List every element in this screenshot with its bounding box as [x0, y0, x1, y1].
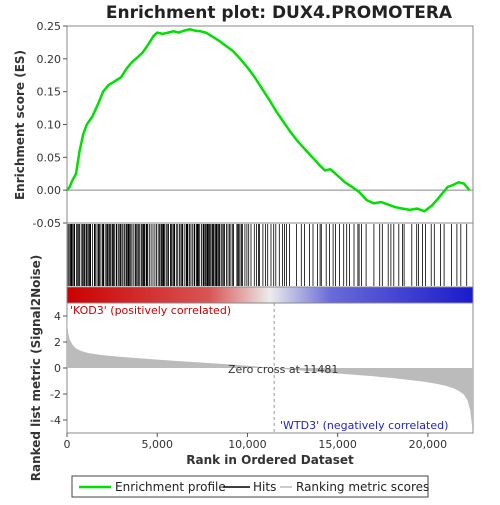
es-line	[66, 28, 471, 213]
negative-annotation: 'WTD3' (negatively correlated)	[280, 419, 448, 432]
legend: Enrichment profile Hits Ranking metric s…	[71, 475, 429, 498]
x-tick-label: 20,000	[409, 438, 448, 451]
es-y-tick-label: 0.15	[37, 86, 62, 99]
hits-panel	[66, 222, 474, 288]
es-panel: -0.05 0.00 0.05 0.10 0.15 0.20 0.25 Enrichment…	[13, 20, 474, 230]
x-tick-label: 15,000	[318, 438, 357, 451]
es-y-tick-label: 0.00	[37, 184, 62, 197]
metric-y-tick-label: 4	[54, 310, 61, 323]
zero-cross-annotation: Zero cross at 11481	[228, 363, 338, 376]
legend-label-metric: Ranking metric scores	[296, 480, 429, 494]
metric-y-tick-label: 0	[54, 362, 61, 375]
es-y-axis-title: Enrichment score (ES)	[13, 50, 27, 200]
metric-y-axis-title: Ranked list metric (Signal2Noise)	[29, 255, 43, 482]
positive-annotation: 'KOD3' (positively correlated)	[70, 304, 231, 317]
legend-label-enrichment: Enrichment profile	[115, 480, 226, 494]
x-tick-label: 10,000	[228, 438, 267, 451]
es-plot-frame	[66, 25, 474, 224]
rank-color-band	[66, 286, 474, 304]
metric-area	[67, 313, 473, 427]
metric-panel: -4 -2 0 2 4 'KOD3' (positively correlated) Z…	[29, 255, 474, 482]
x-tick-label: 5,000	[141, 438, 173, 451]
x-axis-title: Rank in Ordered Dataset	[186, 453, 354, 467]
es-y-tick-label: 0.25	[37, 20, 62, 33]
metric-y-tick-label: -4	[50, 414, 61, 427]
es-y-tick-label: 0.10	[37, 119, 62, 132]
x-tick-label: 0	[64, 438, 71, 451]
legend-label-hits: Hits	[253, 480, 276, 494]
band-gradient	[67, 287, 473, 303]
chart-title: Enrichment plot: DUX4.PROMOTERA	[106, 3, 453, 23]
es-y-tick-label: 0.05	[37, 151, 62, 164]
metric-y-tick-label: -2	[50, 388, 61, 401]
es-y-tick-label: -0.05	[33, 217, 61, 230]
es-y-tick-label: 0.20	[37, 53, 62, 66]
metric-y-tick-label: 2	[54, 336, 61, 349]
hits-frame	[66, 222, 474, 288]
